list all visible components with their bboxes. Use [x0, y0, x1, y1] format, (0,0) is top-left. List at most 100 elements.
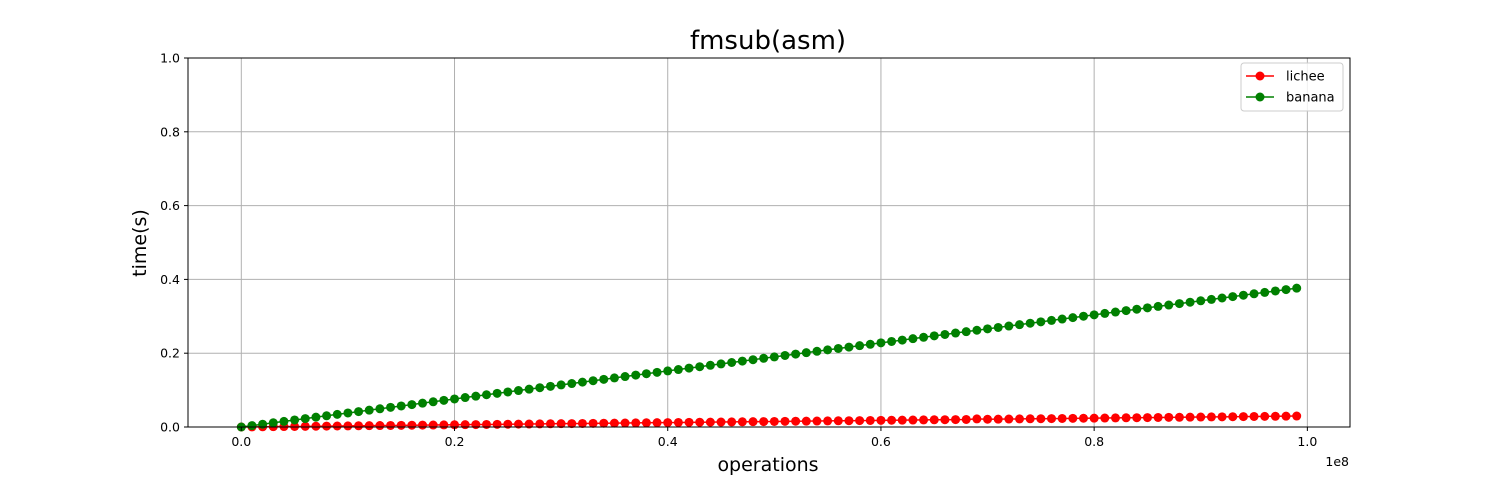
- data-point-lichee: [386, 420, 396, 430]
- data-point-lichee: [961, 414, 971, 424]
- x-tick-label: 0.2: [445, 434, 465, 449]
- data-point-banana: [897, 335, 907, 345]
- data-point-banana: [311, 412, 321, 422]
- data-point-lichee: [929, 415, 939, 425]
- data-point-banana: [492, 388, 502, 398]
- data-point-banana: [844, 342, 854, 352]
- data-point-lichee: [1036, 414, 1046, 424]
- data-point-lichee: [556, 419, 566, 429]
- data-point-banana: [951, 328, 961, 338]
- data-point-banana: [929, 331, 939, 341]
- data-point-banana: [1185, 297, 1195, 307]
- data-point-banana: [1100, 308, 1110, 318]
- data-point-lichee: [801, 416, 811, 426]
- data-point-lichee: [418, 420, 428, 430]
- data-point-lichee: [599, 418, 609, 428]
- data-point-banana: [641, 369, 651, 379]
- data-point-lichee: [780, 416, 790, 426]
- data-point-lichee: [1078, 413, 1088, 423]
- data-point-lichee: [727, 417, 737, 427]
- data-point-lichee: [791, 416, 801, 426]
- data-point-lichee: [972, 414, 982, 424]
- data-point-banana: [268, 418, 278, 428]
- series-line-banana: [241, 287, 1297, 428]
- data-point-banana: [535, 383, 545, 393]
- data-point-banana: [1110, 307, 1120, 317]
- data-point-banana: [652, 367, 662, 377]
- data-point-lichee: [290, 421, 300, 431]
- data-point-lichee: [407, 420, 417, 430]
- x-axis-offset-label: 1e8: [1325, 454, 1349, 469]
- data-point-banana: [1036, 317, 1046, 327]
- data-point-banana: [1047, 315, 1057, 325]
- data-point-banana: [1057, 314, 1067, 324]
- legend: lichee banana: [1240, 62, 1344, 112]
- data-point-lichee: [673, 417, 683, 427]
- data-point-banana: [1217, 293, 1227, 303]
- data-point-lichee: [1174, 412, 1184, 422]
- data-point-lichee: [855, 416, 865, 426]
- data-point-lichee: [460, 420, 470, 430]
- series-line-lichee: [241, 415, 1297, 428]
- data-point-lichee: [940, 415, 950, 425]
- data-point-lichee: [705, 417, 715, 427]
- data-point-lichee: [577, 418, 587, 428]
- data-point-lichee: [1164, 412, 1174, 422]
- data-point-banana: [332, 409, 342, 419]
- data-point-lichee: [876, 415, 886, 425]
- data-point-banana: [716, 359, 726, 369]
- data-point-lichee: [1142, 413, 1152, 423]
- data-point-lichee: [375, 421, 385, 431]
- x-tick-label: 0.8: [1084, 434, 1104, 449]
- data-point-banana: [748, 355, 758, 365]
- data-point-banana: [983, 324, 993, 334]
- data-point-lichee: [1121, 413, 1131, 423]
- data-point-lichee: [1260, 411, 1270, 421]
- data-point-lichee: [1004, 414, 1014, 424]
- data-point-banana: [290, 415, 300, 425]
- data-point-lichee: [1228, 412, 1238, 422]
- legend-label-lichee: lichee: [1286, 70, 1325, 85]
- data-point-lichee: [364, 421, 374, 431]
- data-point-lichee: [1206, 412, 1216, 422]
- data-point-banana: [1281, 285, 1291, 295]
- data-point-banana: [450, 394, 460, 404]
- data-point-lichee: [652, 418, 662, 428]
- data-point-banana: [780, 350, 790, 360]
- data-point-lichee: [322, 421, 332, 431]
- legend-box: [1240, 62, 1344, 112]
- data-point-banana: [1132, 304, 1142, 314]
- data-point-lichee: [737, 417, 747, 427]
- data-point-lichee: [1281, 411, 1291, 421]
- data-point-lichee: [1089, 413, 1099, 423]
- data-point-lichee: [567, 419, 577, 429]
- y-tick-label: 1.0: [160, 51, 180, 66]
- data-point-banana: [258, 419, 268, 429]
- data-point-lichee: [812, 416, 822, 426]
- data-point-banana: [1015, 320, 1025, 330]
- data-point-banana: [972, 325, 982, 335]
- data-point-banana: [1004, 321, 1014, 331]
- data-point-banana: [631, 370, 641, 380]
- data-point-banana: [1260, 287, 1270, 297]
- data-point-lichee: [769, 416, 779, 426]
- data-point-banana: [279, 416, 289, 426]
- data-point-banana: [1238, 290, 1248, 300]
- data-point-lichee: [439, 420, 449, 430]
- y-tick-label: 0.6: [160, 198, 180, 213]
- data-point-banana: [599, 374, 609, 384]
- data-point-banana: [460, 393, 470, 403]
- data-point-banana: [695, 362, 705, 372]
- data-point-banana: [1078, 311, 1088, 321]
- data-point-banana: [556, 380, 566, 390]
- data-point-banana: [769, 352, 779, 362]
- data-point-lichee: [311, 421, 321, 431]
- data-point-banana: [1121, 306, 1131, 316]
- data-point-lichee: [748, 417, 758, 427]
- data-point-lichee: [993, 414, 1003, 424]
- data-point-lichee: [951, 415, 961, 425]
- data-point-banana: [961, 327, 971, 337]
- data-point-lichee: [1270, 411, 1280, 421]
- legend-swatch-marker-banana: [1255, 92, 1265, 102]
- data-point-lichee: [513, 419, 523, 429]
